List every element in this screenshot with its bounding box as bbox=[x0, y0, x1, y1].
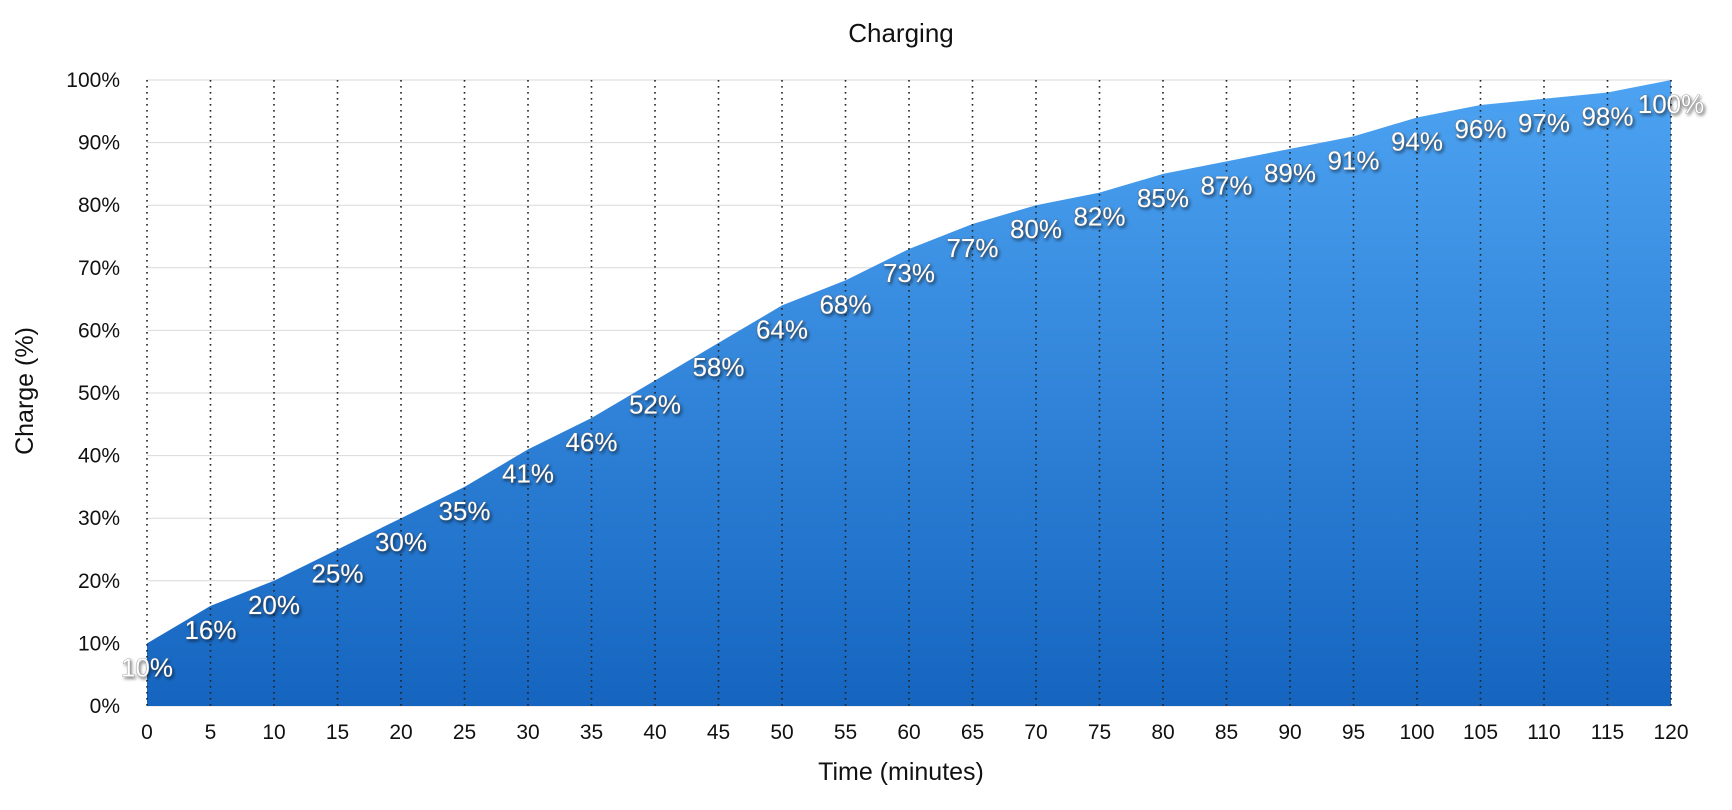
data-label: 73% bbox=[883, 258, 935, 288]
data-label: 46% bbox=[565, 427, 617, 457]
chart-title: Charging bbox=[848, 18, 954, 48]
y-tick-label: 10% bbox=[78, 632, 120, 655]
x-axis-label: Time (minutes) bbox=[818, 758, 984, 786]
data-label: 16% bbox=[184, 615, 236, 645]
data-label: 85% bbox=[1137, 183, 1189, 213]
data-label: 80% bbox=[1010, 214, 1062, 244]
x-tick-label: 60 bbox=[897, 721, 920, 744]
x-tick-label: 35 bbox=[580, 721, 603, 744]
x-tick-label: 105 bbox=[1463, 721, 1498, 744]
data-label: 100% bbox=[1638, 89, 1705, 119]
data-labels: 10% 16% 20% 25% 30% 35% 41% 46% 52% 58% 64% 68% 73% 7… bbox=[121, 89, 1705, 683]
vertical-gridlines bbox=[146, 80, 1672, 706]
x-tick-label: 115 bbox=[1591, 721, 1624, 744]
y-tick-label: 70% bbox=[78, 257, 120, 280]
data-label: 64% bbox=[756, 314, 808, 344]
data-label: 52% bbox=[629, 389, 681, 419]
x-tick-label: 65 bbox=[961, 721, 984, 744]
y-axis-label: Charge (%) bbox=[11, 327, 39, 455]
x-tick-label: 100 bbox=[1399, 721, 1434, 744]
x-tick-label: 70 bbox=[1024, 721, 1047, 744]
y-tick-label: 0% bbox=[90, 695, 120, 718]
x-tick-label: 20 bbox=[389, 721, 412, 744]
data-label: 10% bbox=[121, 652, 173, 682]
x-axis-ticks: 0 5 10 15 20 25 30 35 40 45 50 55 60 65 70 75 80 85 90 95 10… bbox=[141, 721, 1688, 744]
x-tick-label: 0 bbox=[141, 721, 153, 744]
x-tick-label: 30 bbox=[516, 721, 539, 744]
data-label: 20% bbox=[248, 590, 300, 620]
y-tick-label: 50% bbox=[78, 382, 120, 405]
x-tick-label: 5 bbox=[205, 721, 217, 744]
y-tick-label: 100% bbox=[66, 69, 120, 92]
x-tick-label: 15 bbox=[326, 721, 349, 744]
y-axis-ticks: 0% 10% 20% 30% 40% 50% 60% 70% 80% 90% 100% bbox=[66, 69, 120, 718]
y-tick-label: 90% bbox=[78, 132, 120, 155]
x-tick-label: 45 bbox=[707, 721, 730, 744]
y-tick-label: 20% bbox=[78, 570, 120, 593]
data-label: 41% bbox=[502, 458, 554, 488]
data-label: 87% bbox=[1200, 170, 1252, 200]
data-label: 82% bbox=[1073, 202, 1125, 232]
x-tick-label: 10 bbox=[262, 721, 285, 744]
y-tick-label: 60% bbox=[78, 319, 120, 342]
x-tick-label: 90 bbox=[1278, 721, 1301, 744]
x-tick-label: 75 bbox=[1088, 721, 1111, 744]
data-label: 89% bbox=[1264, 158, 1316, 188]
y-tick-label: 30% bbox=[78, 507, 120, 530]
x-tick-label: 110 bbox=[1527, 721, 1560, 744]
data-label: 77% bbox=[946, 233, 998, 263]
x-tick-label: 50 bbox=[770, 721, 793, 744]
x-tick-label: 40 bbox=[643, 721, 666, 744]
data-label: 94% bbox=[1391, 127, 1443, 157]
data-label: 91% bbox=[1327, 145, 1379, 175]
data-label: 68% bbox=[819, 289, 871, 319]
data-label: 97% bbox=[1518, 108, 1570, 138]
x-tick-label: 85 bbox=[1215, 721, 1238, 744]
data-label: 35% bbox=[438, 496, 490, 526]
data-label: 30% bbox=[375, 527, 427, 557]
x-tick-label: 25 bbox=[453, 721, 476, 744]
data-label: 25% bbox=[311, 559, 363, 589]
y-tick-label: 80% bbox=[78, 194, 120, 217]
data-label: 98% bbox=[1581, 102, 1633, 132]
x-tick-label: 80 bbox=[1151, 721, 1174, 744]
data-label: 58% bbox=[692, 352, 744, 382]
data-label: 96% bbox=[1454, 114, 1506, 144]
x-tick-label: 120 bbox=[1653, 721, 1688, 744]
x-tick-label: 55 bbox=[834, 721, 857, 744]
x-tick-label: 95 bbox=[1342, 721, 1365, 744]
y-tick-label: 40% bbox=[78, 445, 120, 468]
